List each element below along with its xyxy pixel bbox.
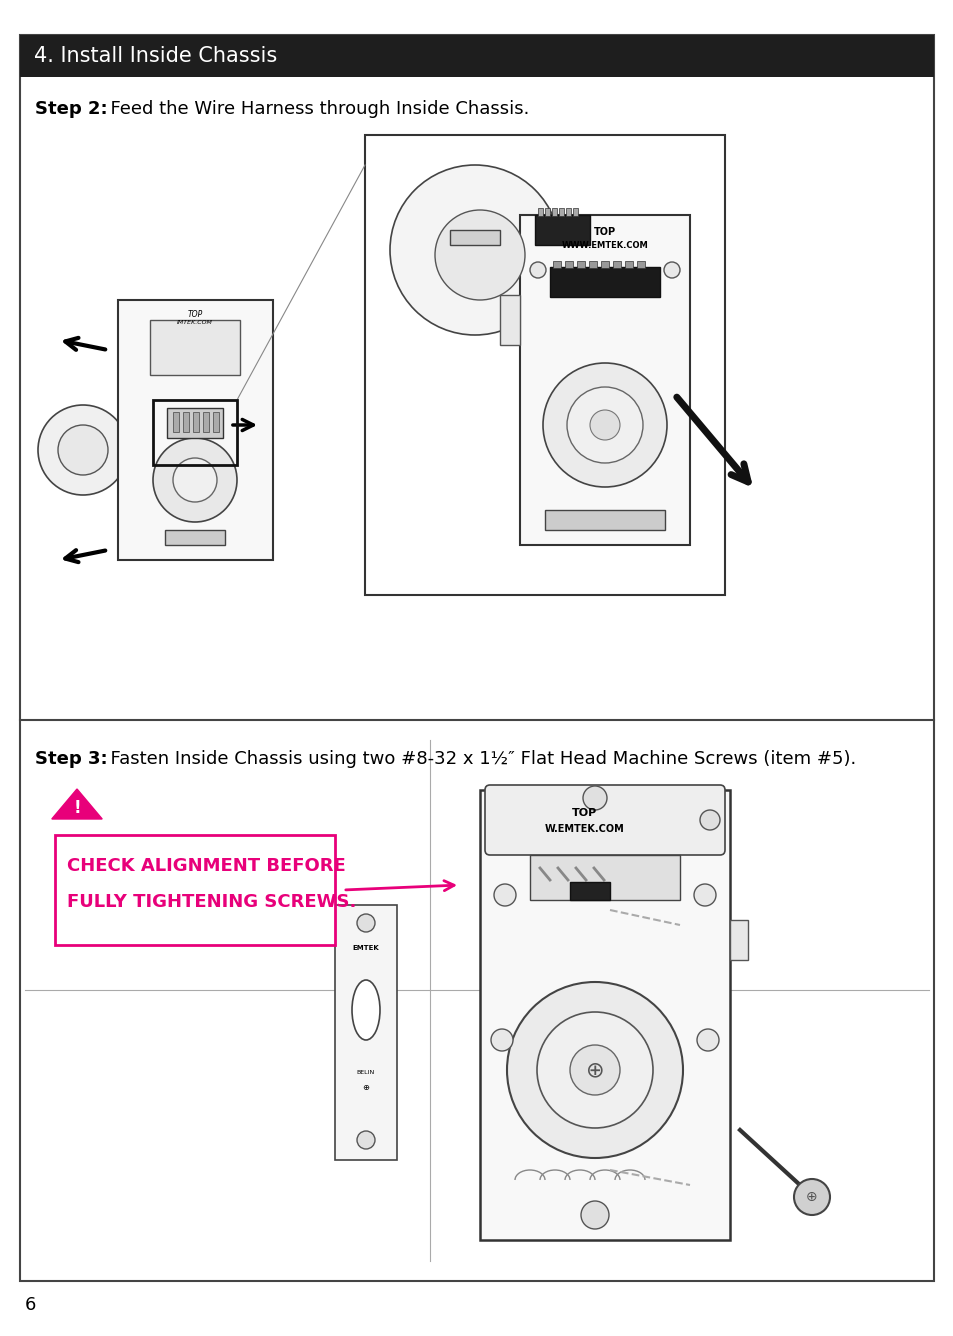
Circle shape [494, 884, 516, 906]
Bar [152, 399, 236, 465]
Text: EMTEK: EMTEK [353, 945, 379, 951]
Circle shape [530, 262, 545, 278]
Bar [479, 790, 729, 1240]
Circle shape [537, 1011, 652, 1128]
Bar [167, 407, 223, 438]
Circle shape [506, 982, 682, 1158]
Bar [577, 261, 584, 269]
Bar [165, 530, 225, 545]
Bar [637, 261, 644, 269]
Text: Feed the Wire Harness through Inside Chassis.: Feed the Wire Harness through Inside Cha… [99, 100, 529, 118]
Bar [55, 835, 335, 945]
Text: Step 3:: Step 3: [35, 749, 108, 768]
Text: FULLY TIGHTENING SCREWS.: FULLY TIGHTENING SCREWS. [67, 892, 356, 911]
Text: !: ! [73, 799, 81, 818]
Circle shape [435, 210, 524, 301]
Bar [588, 261, 597, 269]
Bar [535, 215, 589, 244]
Bar [544, 208, 550, 216]
Bar [624, 261, 633, 269]
Bar [20, 35, 933, 77]
Circle shape [38, 405, 128, 496]
Bar [537, 208, 542, 216]
Text: W.EMTEK.COM: W.EMTEK.COM [544, 824, 624, 834]
Circle shape [580, 1201, 608, 1229]
Bar [118, 301, 273, 560]
Bar [499, 295, 519, 345]
Text: Step 2:: Step 2: [35, 100, 108, 118]
Text: IMTEK.COM: IMTEK.COM [177, 321, 213, 325]
Circle shape [582, 786, 606, 810]
FancyBboxPatch shape [484, 786, 724, 855]
Text: BELIN: BELIN [356, 1070, 375, 1075]
Text: 4. Install Inside Chassis: 4. Install Inside Chassis [34, 45, 277, 65]
Bar [450, 230, 499, 244]
Text: 6: 6 [25, 1296, 36, 1315]
Circle shape [589, 410, 619, 440]
Polygon shape [51, 790, 102, 819]
Circle shape [152, 438, 236, 522]
Text: Fasten Inside Chassis using two #8-32 x 1½″ Flat Head Machine Screws (item #5).: Fasten Inside Chassis using two #8-32 x … [99, 749, 856, 768]
Circle shape [390, 166, 559, 335]
Circle shape [172, 458, 216, 502]
Bar [613, 261, 620, 269]
Bar [172, 411, 179, 432]
Circle shape [58, 425, 108, 476]
Bar [564, 261, 573, 269]
Bar [365, 135, 724, 595]
Circle shape [700, 810, 720, 830]
Bar [550, 267, 659, 297]
Circle shape [697, 1029, 719, 1051]
Bar [573, 208, 578, 216]
Bar [183, 411, 189, 432]
Circle shape [542, 363, 666, 488]
Bar [600, 261, 608, 269]
Bar [213, 411, 219, 432]
Bar [558, 208, 563, 216]
Text: TOP: TOP [594, 227, 616, 236]
Bar [565, 208, 571, 216]
Bar [203, 411, 209, 432]
Bar [335, 904, 396, 1160]
Text: WWW.EMTEK.COM: WWW.EMTEK.COM [561, 240, 648, 250]
Text: TOP: TOP [187, 310, 202, 319]
Circle shape [566, 387, 642, 464]
Bar [193, 411, 199, 432]
Ellipse shape [352, 981, 379, 1039]
Text: ⊕: ⊕ [362, 1083, 369, 1092]
Bar [150, 321, 240, 375]
Circle shape [356, 1132, 375, 1149]
Circle shape [663, 262, 679, 278]
Bar [519, 215, 689, 545]
Bar [553, 261, 560, 269]
Bar [530, 855, 679, 900]
Text: TOP: TOP [572, 808, 597, 818]
Bar [544, 510, 664, 530]
Circle shape [793, 1178, 829, 1214]
Circle shape [693, 884, 716, 906]
Bar [552, 208, 557, 216]
Bar [729, 921, 747, 961]
Text: ⊕: ⊕ [805, 1190, 817, 1204]
Bar [569, 882, 609, 900]
Text: CHECK ALIGNMENT BEFORE: CHECK ALIGNMENT BEFORE [67, 856, 345, 875]
Circle shape [569, 1045, 619, 1096]
Circle shape [491, 1029, 513, 1051]
Circle shape [356, 914, 375, 933]
Text: ⊕: ⊕ [585, 1059, 603, 1079]
